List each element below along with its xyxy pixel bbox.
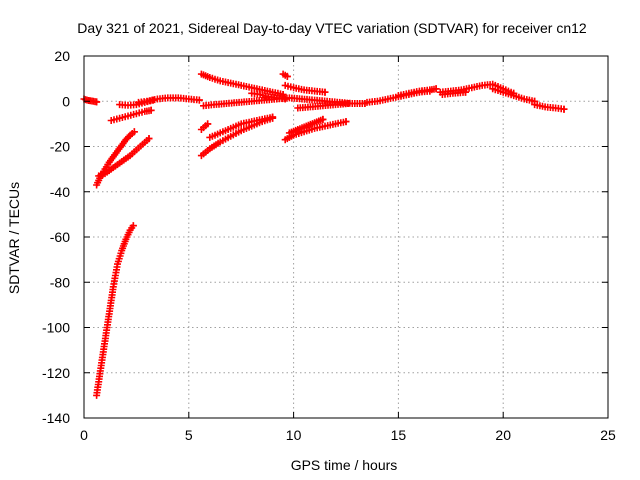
data-point-marker [462, 88, 469, 96]
series-arc-24 [531, 101, 568, 113]
y-tick-label: -80 [50, 274, 70, 290]
data-point-marker [145, 135, 153, 143]
data-point-marker [281, 95, 289, 103]
series-arc-8 [197, 70, 287, 98]
axis-ticks: 0 5 10 15 20 25 -140 -120 -100 -80 -60 -40 -20 0 20 [42, 48, 616, 443]
series-arc-5 [107, 106, 155, 124]
chart-title: Day 321 of 2021, Sidereal Day-to-day VTE… [77, 20, 587, 36]
y-axis-label: SDTVAR / TECUs [6, 182, 22, 294]
grid [84, 56, 608, 418]
data-point-marker [283, 72, 291, 80]
data-point-marker [195, 96, 203, 104]
data-point-marker [93, 98, 101, 106]
series-arc-23 [489, 85, 539, 105]
data-point-marker [129, 222, 137, 230]
data-point-marker [342, 118, 350, 126]
x-tick-label: 25 [600, 427, 616, 443]
data-point-marker [560, 105, 568, 113]
data-point-marker [125, 133, 133, 141]
x-axis-label: GPS time / hours [291, 457, 398, 473]
series-arc-15 [281, 81, 329, 96]
data-point-marker [321, 88, 329, 96]
series-arc-18 [294, 100, 352, 112]
x-tick-label: 0 [80, 427, 88, 443]
data-points [80, 70, 568, 399]
y-tick-label: -120 [42, 365, 70, 381]
series-arc-22 [438, 88, 469, 98]
x-tick-label: 10 [286, 427, 302, 443]
series-arc-11 [197, 120, 212, 133]
data-point-marker [269, 113, 277, 121]
series-arc-17 [285, 115, 327, 137]
series-arc-1 [80, 95, 101, 106]
y-tick-label: -100 [42, 320, 70, 336]
y-tick-label: 20 [54, 48, 70, 64]
series-arc-12 [206, 113, 277, 141]
y-tick-label: -40 [50, 184, 70, 200]
y-tick-label: 0 [62, 93, 70, 109]
series-arc-3 [93, 128, 138, 189]
series-arc-13 [248, 89, 289, 103]
y-tick-label: -60 [50, 229, 70, 245]
series-arc-4 [95, 135, 153, 180]
y-tick-label: -140 [42, 410, 70, 426]
data-point-marker [130, 128, 138, 136]
data-point-marker [204, 120, 212, 128]
data-point-marker [147, 106, 155, 114]
series-arc-7 [135, 94, 203, 106]
data-point-marker [319, 115, 327, 123]
x-tick-label: 15 [391, 427, 407, 443]
series-arc-2 [93, 222, 137, 399]
y-tick-label: -20 [50, 139, 70, 155]
data-point-marker [432, 85, 440, 93]
x-tick-label: 5 [185, 427, 193, 443]
series-arc-20 [394, 85, 440, 100]
series-arc-16 [281, 118, 350, 144]
data-point-marker [344, 100, 352, 107]
series-arc-14 [279, 70, 291, 80]
x-tick-label: 20 [495, 427, 511, 443]
series-arc-10 [197, 114, 277, 160]
